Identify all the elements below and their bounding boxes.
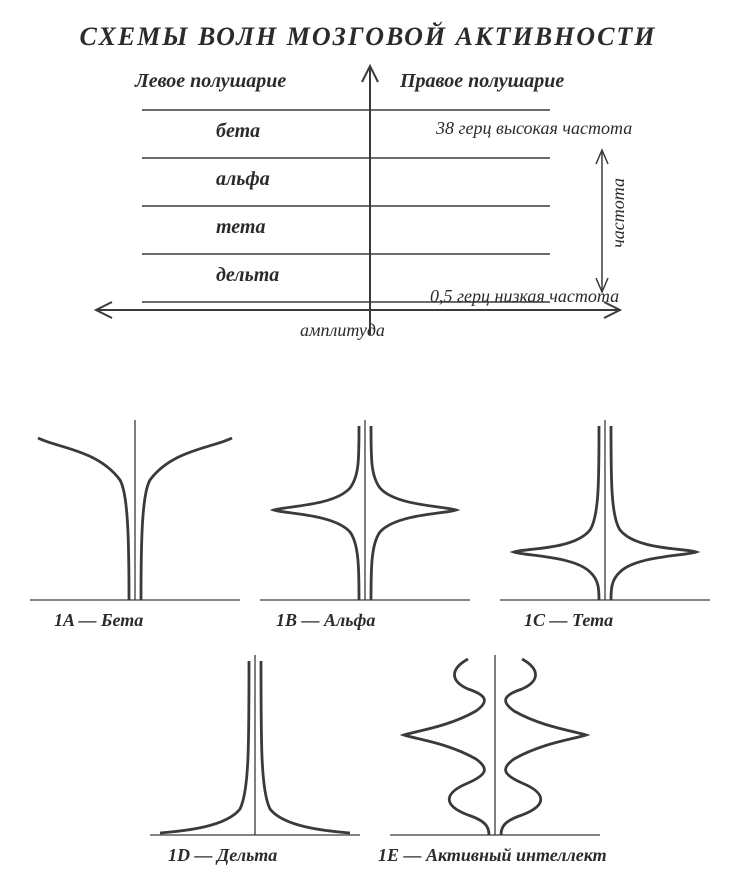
wave-code: 1A [54, 610, 74, 630]
wave-label-beta: 1A — Бета [54, 610, 143, 631]
wave-code: 1D [168, 845, 190, 865]
annot-frequency-vertical: частота [608, 178, 629, 248]
wave-code: 1B [276, 610, 297, 630]
wave-theta [500, 420, 710, 630]
annot-low-freq: 0,5 герц низкая частота [430, 286, 619, 307]
dash: — [550, 610, 573, 630]
row-label-alpha: альфа [216, 168, 270, 191]
wave-label-theta: 1C — Тета [524, 610, 613, 631]
wave-alpha [260, 420, 470, 630]
wave-code: 1E [378, 845, 399, 865]
wave-label-active: 1E — Активный интеллект [378, 845, 607, 866]
row-label-theta: тета [216, 216, 265, 239]
wave-label-delta: 1D — Дельта [168, 845, 277, 866]
wave-active [390, 655, 600, 865]
wave-name: Альфа [324, 610, 375, 630]
row-label-beta: бета [216, 120, 260, 143]
annot-amplitude: амплитуда [300, 320, 385, 341]
wave-beta [30, 420, 240, 630]
wave-name: Дельта [217, 845, 277, 865]
wave-name: Тета [572, 610, 613, 630]
wave-code: 1C [524, 610, 545, 630]
dash: — [195, 845, 218, 865]
row-label-delta: дельта [216, 264, 279, 287]
wave-label-alpha: 1B — Альфа [276, 610, 375, 631]
dash: — [302, 610, 325, 630]
dash: — [79, 610, 102, 630]
wave-name: Бета [101, 610, 143, 630]
wave-name: Активный интеллект [426, 845, 607, 865]
annot-high-freq: 38 герц высокая частота [436, 118, 632, 139]
wave-delta [150, 655, 360, 865]
dash: — [404, 845, 427, 865]
